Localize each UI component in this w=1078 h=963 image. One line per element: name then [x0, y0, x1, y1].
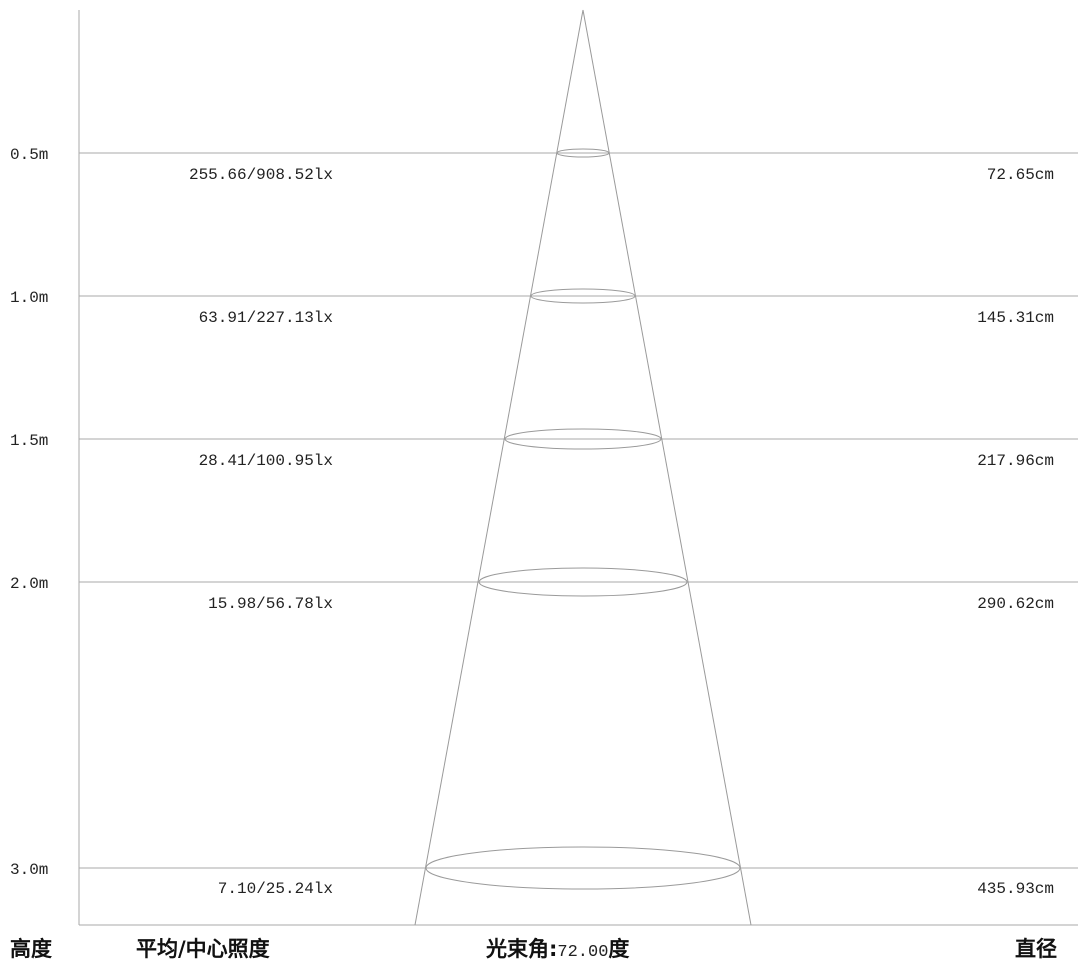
beam-angle-unit: 度 — [608, 937, 629, 961]
height-label: 0.5m — [10, 146, 48, 164]
diameter-value: 145.31cm — [977, 309, 1054, 327]
illuminance-value: 7.10/25.24lx — [218, 880, 333, 898]
illuminance-column-label: 平均/中心照度 — [136, 937, 270, 961]
diameter-value: 290.62cm — [977, 595, 1054, 613]
cone-left-edge — [414, 9, 584, 926]
height-column-label: 高度 — [10, 937, 52, 961]
cone-ellipse — [478, 567, 688, 597]
illuminance-value: 28.41/100.95lx — [199, 452, 333, 470]
beam-angle-text: 光束角: — [485, 937, 557, 961]
height-label: 3.0m — [10, 861, 48, 879]
cone-ellipse — [556, 148, 610, 158]
height-label: 1.0m — [10, 289, 48, 307]
height-label: 2.0m — [10, 575, 48, 593]
diameter-value: 72.65cm — [987, 166, 1054, 184]
diameter-value: 435.93cm — [977, 880, 1054, 898]
cone-right-edge — [582, 9, 752, 926]
beam-angle-value: 72.00 — [557, 943, 608, 962]
cone-ellipse — [425, 846, 741, 890]
height-label: 1.5m — [10, 432, 48, 450]
illuminance-value: 255.66/908.52lx — [189, 166, 333, 184]
illuminance-value: 15.98/56.78lx — [208, 595, 333, 613]
cone-ellipse — [504, 428, 662, 450]
diameter-value: 217.96cm — [977, 452, 1054, 470]
cone-ellipse — [530, 288, 636, 304]
illuminance-value: 63.91/227.13lx — [199, 309, 333, 327]
diameter-column-label: 直径 — [1015, 937, 1057, 961]
beam-angle-label: 光束角:72.00度 — [485, 937, 629, 962]
